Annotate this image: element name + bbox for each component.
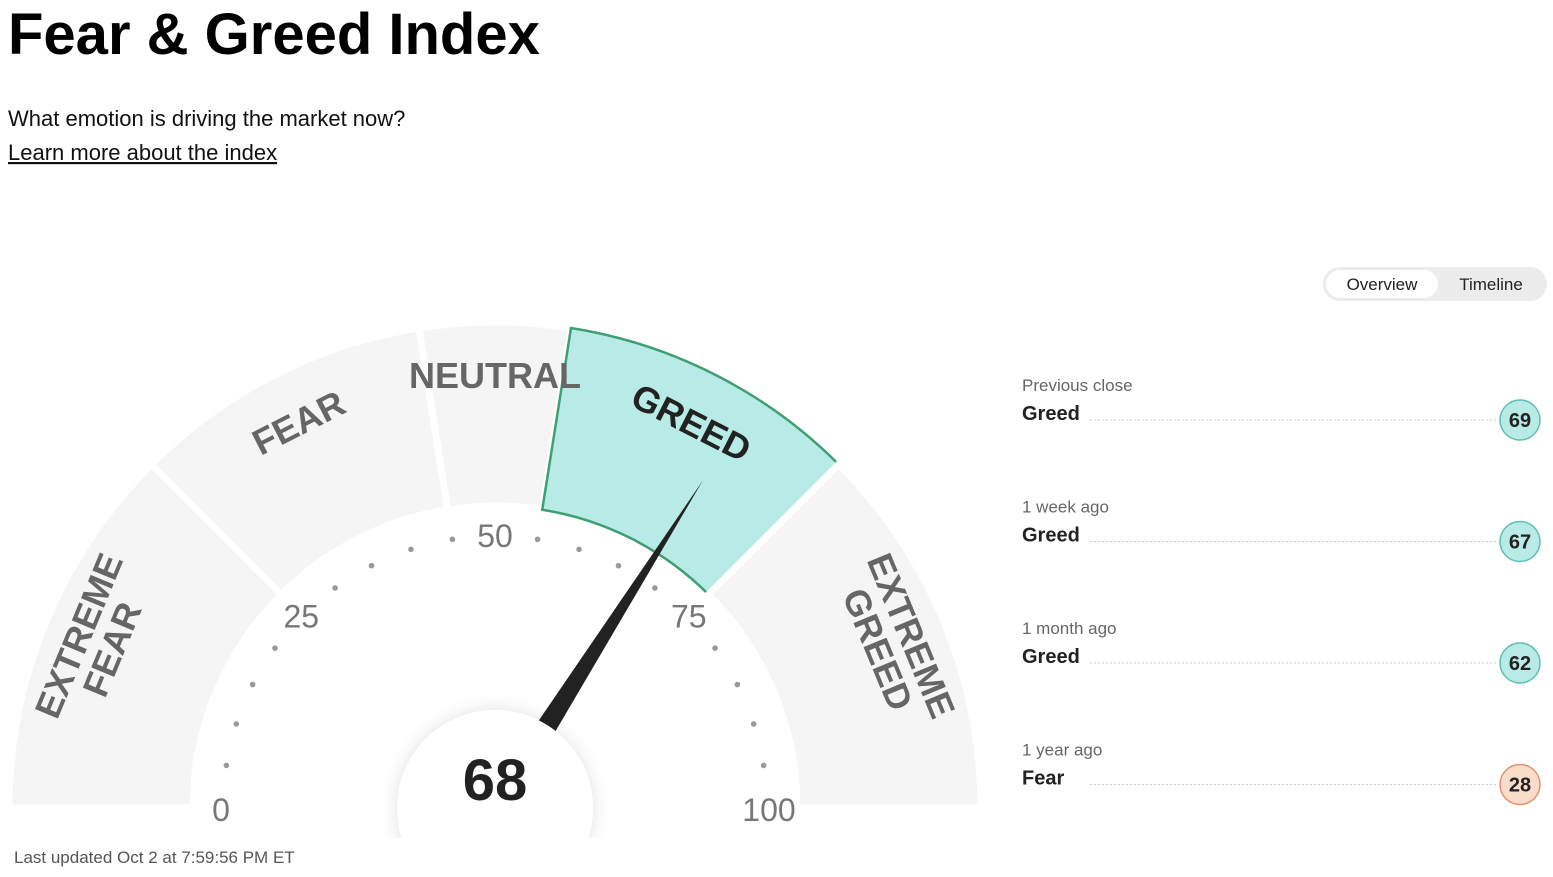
tick-label: 0	[212, 792, 230, 828]
history-period: Previous close	[1022, 376, 1133, 395]
minor-tick	[712, 645, 718, 651]
minor-tick	[652, 585, 658, 591]
needle	[537, 480, 703, 733]
history-period: 1 month ago	[1022, 619, 1117, 638]
minor-tick	[223, 762, 230, 769]
history-label: Greed	[1022, 403, 1080, 425]
history-value: 69	[1509, 410, 1531, 432]
tick-label: 25	[283, 598, 319, 634]
history-badge	[1499, 763, 1541, 806]
minor-tick	[449, 536, 456, 543]
history-value: 62	[1509, 653, 1531, 675]
history-label: Fear	[1022, 768, 1064, 790]
minor-tick	[750, 721, 757, 727]
learn-more-link[interactable]: Learn more about the index	[8, 140, 277, 165]
tick-label: 100	[742, 792, 795, 828]
minor-tick	[233, 721, 240, 727]
history-label: Greed	[1022, 525, 1080, 547]
history-period: 1 week ago	[1022, 498, 1109, 517]
history-badge	[1499, 399, 1541, 441]
page-title: Fear & Greed Index	[8, 2, 540, 67]
tab[interactable]: Overview	[1347, 275, 1419, 294]
minor-tick	[760, 762, 767, 769]
minor-tick	[249, 681, 256, 688]
hub-mask	[375, 838, 615, 877]
history-label: Greed	[1022, 646, 1080, 668]
minor-tick	[332, 585, 338, 591]
tick-label: 75	[671, 598, 707, 634]
history-badge	[1499, 520, 1541, 563]
history-value: 28	[1509, 775, 1531, 797]
tick-label: 50	[477, 518, 513, 554]
needle-hub	[397, 710, 593, 877]
minor-tick	[272, 645, 278, 651]
gauge-band	[703, 459, 985, 812]
gauge-value: 68	[463, 748, 528, 813]
subtitle: What emotion is driving the market now?	[8, 106, 405, 131]
minor-tick	[368, 562, 375, 569]
history-badge	[1499, 642, 1541, 684]
minor-tick	[576, 546, 582, 553]
tab-selected	[1326, 270, 1438, 298]
tab[interactable]: Timeline	[1459, 275, 1523, 294]
history-value: 67	[1509, 532, 1531, 554]
last-updated: Last updated Oct 2 at 7:59:56 PM ET	[14, 848, 295, 867]
minor-tick	[615, 562, 622, 569]
minor-tick	[534, 536, 541, 543]
history-list: Previous close Greed 69 1 week ago Greed 67 1 …	[1022, 376, 1541, 806]
band-label: NEUTRAL	[409, 355, 581, 396]
minor-tick	[408, 546, 414, 553]
history-period: 1 year ago	[1022, 741, 1102, 760]
minor-tick	[734, 681, 741, 688]
